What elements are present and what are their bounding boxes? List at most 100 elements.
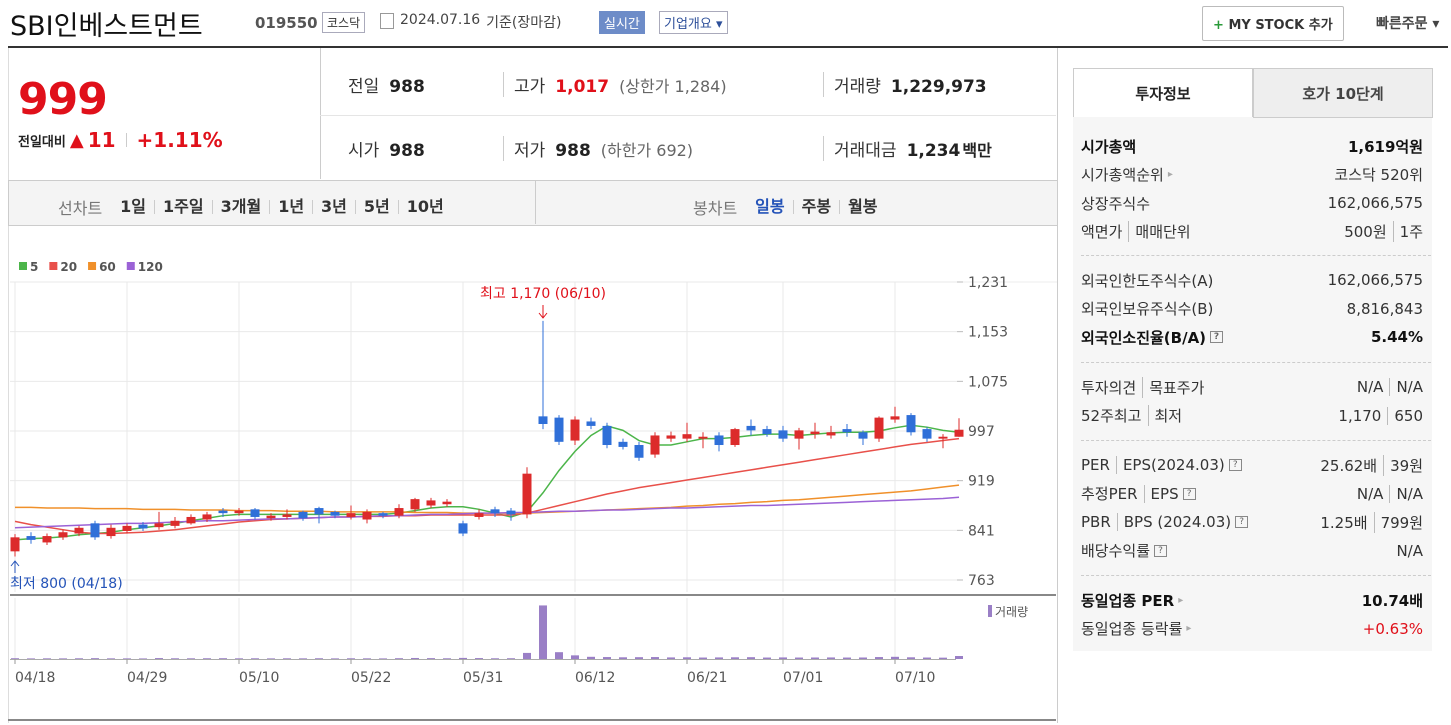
divider xyxy=(320,48,321,179)
help-icon[interactable]: ? xyxy=(1154,544,1168,557)
label-part: EPS xyxy=(1143,484,1179,503)
summary-item: 저가 988 (하한가 692) xyxy=(503,136,693,161)
candle-body xyxy=(106,527,116,537)
x-tick-label: 07/10 xyxy=(895,670,935,686)
summary-value: 988 xyxy=(555,141,591,161)
side-tab[interactable]: 호가 10단계 xyxy=(1253,68,1433,118)
summary-label: 고가 xyxy=(514,77,546,97)
volume-bar xyxy=(635,657,643,659)
candle-body xyxy=(746,425,756,431)
info-value: 1,619억원 xyxy=(1348,136,1423,157)
realtime-badge[interactable]: 실시간 xyxy=(599,11,645,34)
chart: 763 841 919 997 1,075 1,153 1,231 04/18 04/29 05/… xyxy=(10,260,1057,686)
volume-bar xyxy=(395,658,403,659)
volume-bar xyxy=(299,658,307,659)
candle-body xyxy=(426,500,436,506)
candle-body xyxy=(26,536,36,540)
help-icon[interactable]: ? xyxy=(1210,331,1224,343)
period-tab[interactable]: 주봉 xyxy=(792,199,839,215)
my-stock-button[interactable]: + MY STOCK 추가 xyxy=(1202,6,1344,41)
period-tab[interactable]: 3개월 xyxy=(211,199,270,215)
volume-bar xyxy=(907,657,915,659)
value-part: N/A xyxy=(1389,378,1423,396)
period-tab[interactable]: 일봉 xyxy=(755,197,785,216)
volume-bar xyxy=(139,658,147,659)
candle-body xyxy=(554,417,564,442)
quick-order[interactable]: 빠른주문 ▾ xyxy=(1376,16,1440,32)
summary-label: 저가 xyxy=(514,141,546,161)
volume-bar xyxy=(443,658,451,659)
info-value: 1.25배 799원 xyxy=(1320,511,1423,533)
help-icon[interactable]: ? xyxy=(1235,516,1249,528)
candle-body xyxy=(906,415,916,433)
group-divider xyxy=(1081,440,1431,441)
summary-item: 거래대금 1,234 백만 xyxy=(823,136,992,161)
period-tab[interactable]: 1년 xyxy=(269,199,312,215)
volume-bar xyxy=(491,658,499,659)
candle-body xyxy=(122,525,132,531)
candle-body xyxy=(666,435,676,439)
x-tick-label: 05/10 xyxy=(239,670,279,686)
label-part: 시가총액순위 xyxy=(1081,166,1164,184)
info-row: 외국인보유주식수(B) 8,816,843 xyxy=(1081,296,1423,322)
x-tick-label: 06/21 xyxy=(687,670,727,686)
volume-legend-label: 거래량 xyxy=(995,605,1028,619)
summary-value: 1,234 xyxy=(906,141,961,161)
summary-item: 전일 988 xyxy=(348,72,425,97)
period-tab[interactable]: 1일 xyxy=(120,197,147,216)
volume-bar xyxy=(763,657,771,659)
value-part: 10.74배 xyxy=(1361,591,1423,610)
volume-bar xyxy=(315,658,323,659)
volume-legend-swatch xyxy=(988,605,992,617)
change-info: 전일대비 ▲ 11 +1.11% xyxy=(18,128,223,152)
candle-body xyxy=(186,516,196,524)
ma-line xyxy=(14,437,960,535)
y-tick-label: 1,153 xyxy=(968,325,1008,341)
more-arrow[interactable]: ▸ xyxy=(1167,169,1173,180)
more-arrow[interactable]: ▸ xyxy=(1186,623,1192,634)
period-tab[interactable]: 3년 xyxy=(312,199,355,215)
volume-bar xyxy=(475,658,483,659)
candle-body xyxy=(506,510,516,515)
help-icon[interactable]: ? xyxy=(1182,487,1196,500)
info-value: 25.62배 39원 xyxy=(1320,454,1423,476)
more-arrow[interactable]: ▸ xyxy=(1178,594,1184,606)
low-arrow xyxy=(10,560,20,573)
volume-bar xyxy=(843,657,851,659)
volume-bar xyxy=(267,658,275,659)
candle-body xyxy=(922,429,932,439)
period-tab[interactable]: 월봉 xyxy=(839,199,885,215)
help-icon[interactable]: ? xyxy=(1228,459,1242,471)
value-part: 코스닥 520위 xyxy=(1334,166,1423,184)
candle-body xyxy=(538,416,548,424)
candle-body xyxy=(586,421,596,426)
value-part: N/A xyxy=(1396,541,1423,560)
candle-body xyxy=(314,508,324,515)
summary-value: 1,229,973 xyxy=(890,77,987,97)
high-arrow xyxy=(538,305,548,319)
summary-label: 거래량 xyxy=(834,77,881,97)
candle-body xyxy=(362,511,372,520)
overview-button[interactable]: 기업개요 ▾ xyxy=(659,11,728,34)
volume-bar xyxy=(875,657,883,659)
volume-bar xyxy=(187,658,195,659)
side-tab[interactable]: 투자정보 xyxy=(1073,68,1253,117)
period-tab[interactable]: 10년 xyxy=(397,199,452,215)
period-tab[interactable]: 5년 xyxy=(354,199,398,215)
candle-chart-label: 봉차트 xyxy=(693,199,738,218)
candle-body xyxy=(522,473,532,515)
summary-item: 고가 1,017 (상한가 1,284) xyxy=(503,72,727,97)
x-tick-label: 04/29 xyxy=(127,670,167,686)
high-annotation: 최고 1,170 (06/10) xyxy=(480,286,606,302)
value-part: 162,066,575 xyxy=(1327,194,1423,212)
legend-swatch xyxy=(19,262,27,270)
market: 코스닥 xyxy=(322,12,366,33)
candle-body xyxy=(474,513,484,517)
candle-body xyxy=(490,509,500,514)
x-tick-label: 05/22 xyxy=(351,670,391,686)
period-tab[interactable]: 1주일 xyxy=(154,199,212,215)
volume-bar xyxy=(827,657,835,659)
info-label: PER EPS(2024.03)? xyxy=(1081,456,1242,474)
value-part: 162,066,575 xyxy=(1327,271,1423,289)
